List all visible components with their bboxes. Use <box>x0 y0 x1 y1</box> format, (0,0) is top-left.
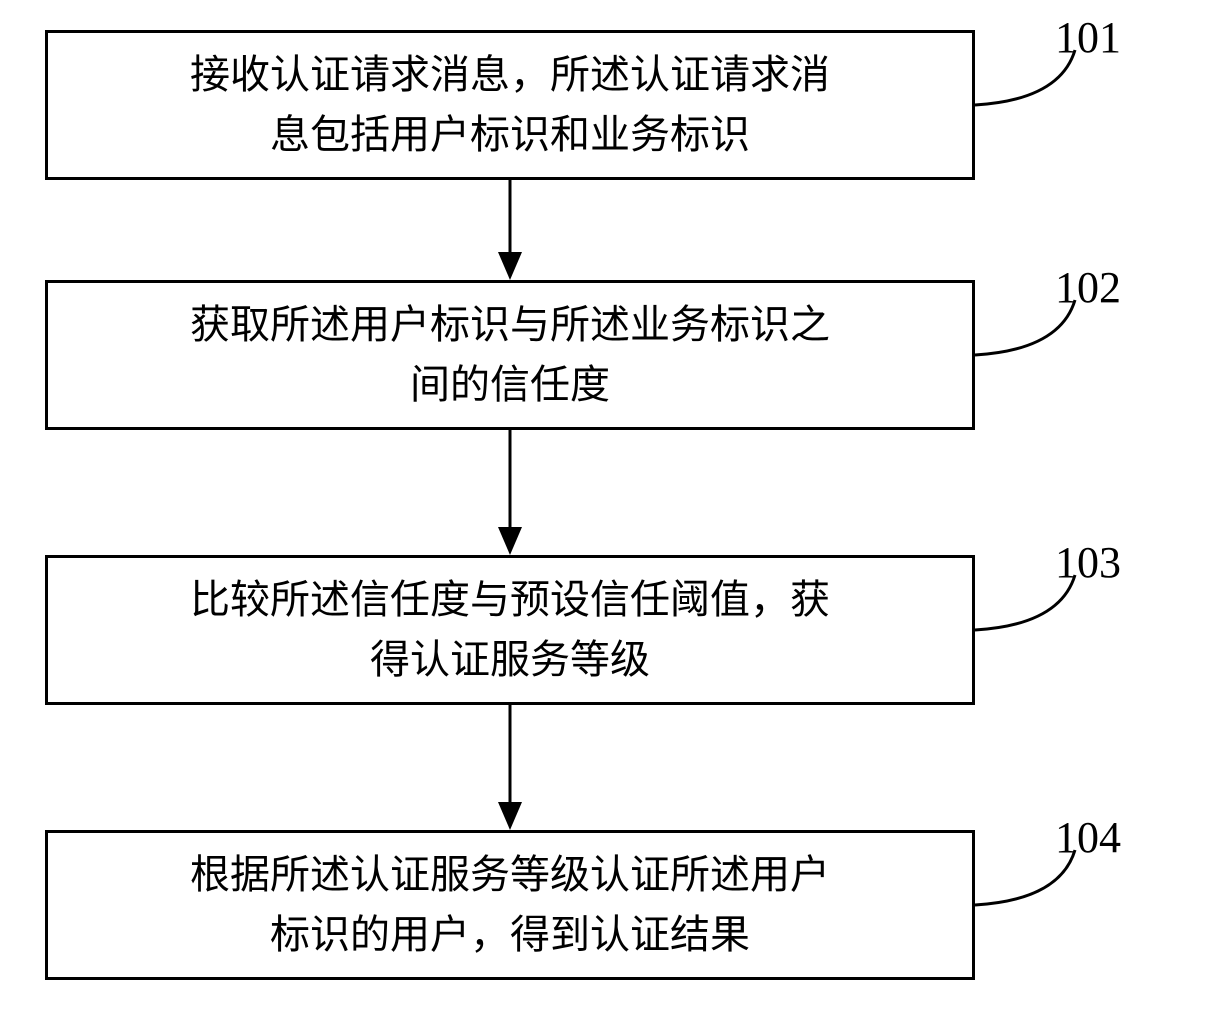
flow-node-text: 获取所述用户标识与所述业务标识之 间的信任度 <box>190 295 830 415</box>
flow-arrowhead <box>498 252 522 280</box>
flowchart-canvas: 接收认证请求消息，所述认证请求消 息包括用户标识和业务标识 101 获取所述用户标识… <box>0 0 1216 1028</box>
flow-node-label: 103 <box>1055 537 1121 588</box>
flow-node-n4: 根据所述认证服务等级认证所述用户 标识的用户，得到认证结果 <box>45 830 975 980</box>
flow-node-text: 比较所述信任度与预设信任阈值，获 得认证服务等级 <box>190 570 830 690</box>
flow-node-label: 104 <box>1055 812 1121 863</box>
flow-node-n3: 比较所述信任度与预设信任阈值，获 得认证服务等级 <box>45 555 975 705</box>
flow-node-n1: 接收认证请求消息，所述认证请求消 息包括用户标识和业务标识 <box>45 30 975 180</box>
flow-node-label: 102 <box>1055 262 1121 313</box>
flow-node-text: 接收认证请求消息，所述认证请求消 息包括用户标识和业务标识 <box>190 45 830 165</box>
flow-arrowhead <box>498 802 522 830</box>
flow-arrowhead <box>498 527 522 555</box>
flow-node-label: 101 <box>1055 12 1121 63</box>
flow-node-text: 根据所述认证服务等级认证所述用户 标识的用户，得到认证结果 <box>190 845 830 965</box>
flow-node-n2: 获取所述用户标识与所述业务标识之 间的信任度 <box>45 280 975 430</box>
